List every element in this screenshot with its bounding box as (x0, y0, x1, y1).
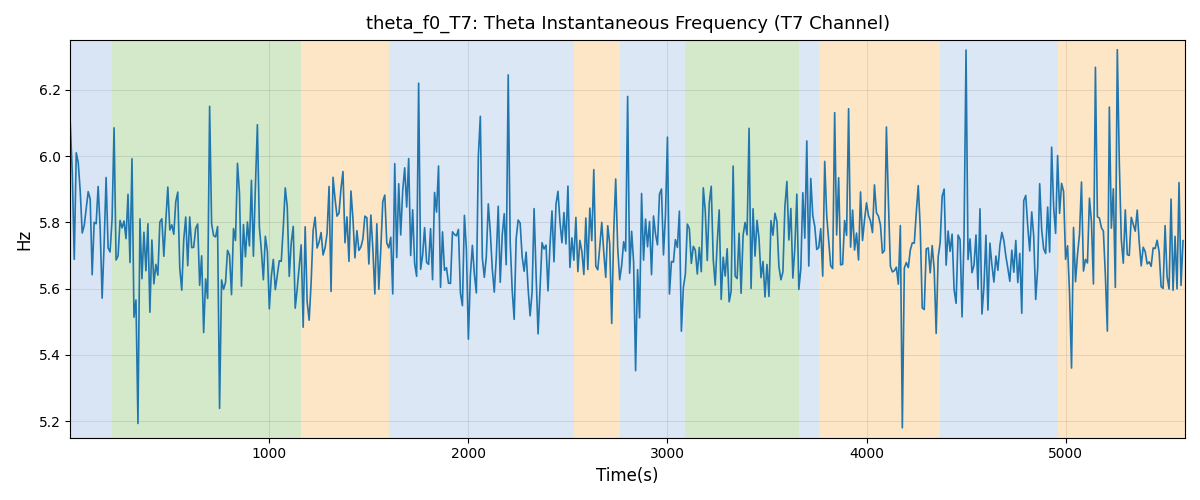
Bar (940, 40, 1057, 438)
Bar (112, 40, 301, 438)
Bar (685, 40, 799, 438)
Bar (301, 40, 389, 438)
Bar (71, 40, 112, 438)
Bar (799, 40, 818, 438)
Bar (1057, 40, 1184, 438)
Bar (818, 40, 940, 438)
Bar (574, 40, 619, 438)
Bar (389, 40, 574, 438)
X-axis label: Time(s): Time(s) (596, 467, 659, 485)
Title: theta_f0_T7: Theta Instantaneous Frequency (T7 Channel): theta_f0_T7: Theta Instantaneous Frequen… (366, 15, 889, 34)
Y-axis label: Hz: Hz (16, 228, 34, 250)
Bar (619, 40, 685, 438)
